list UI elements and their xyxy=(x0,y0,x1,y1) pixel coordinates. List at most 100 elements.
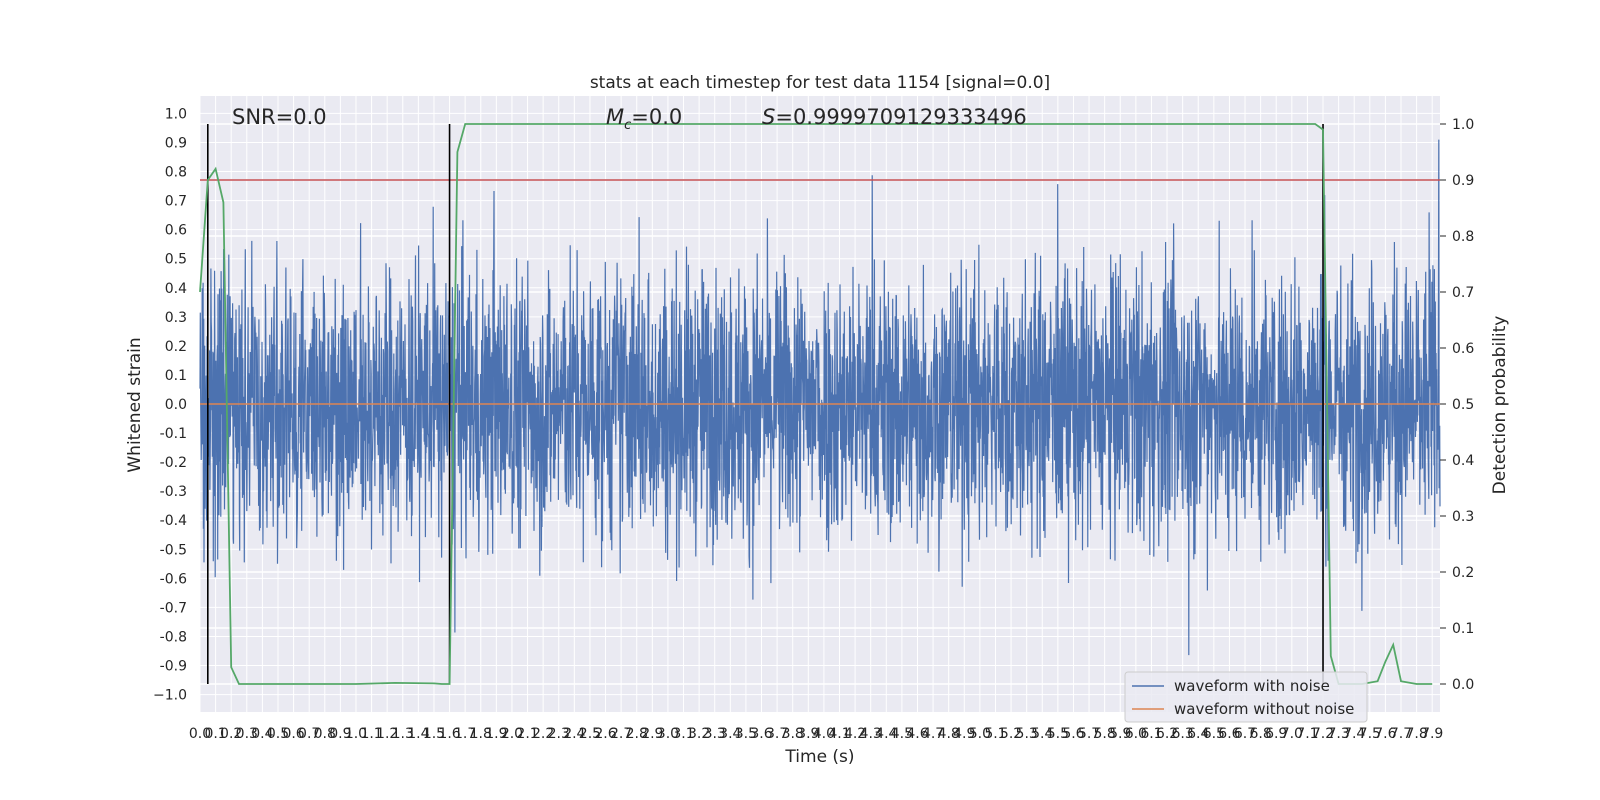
left-y-tick-label: 0.3 xyxy=(165,310,187,326)
x-tick-label: 1.8 xyxy=(470,726,492,742)
left-y-tick-label: -0.9 xyxy=(160,659,187,675)
x-tick-label: 6.5 xyxy=(1203,726,1225,742)
x-tick-label: 4.8 xyxy=(938,726,960,742)
x-tick-label: 3.2 xyxy=(688,726,710,742)
right-y-tick-label: 0.1 xyxy=(1452,621,1474,637)
score-symbol: S xyxy=(762,105,775,129)
right-y-tick-label: 0.2 xyxy=(1452,565,1474,581)
x-tick-label: 5.4 xyxy=(1031,726,1053,742)
x-tick-label: 4.1 xyxy=(828,726,850,742)
left-y-tick-label: −1.0 xyxy=(153,688,187,704)
left-y-tick-label: 0.2 xyxy=(165,339,187,355)
left-y-tick-label: 0.6 xyxy=(165,223,187,239)
x-tick-label: 5.5 xyxy=(1047,726,1069,742)
x-tick-label: 6.7 xyxy=(1234,726,1256,742)
x-tick-label: 0.7 xyxy=(298,726,320,742)
x-tick-label: 4.5 xyxy=(891,726,913,742)
x-tick-label: 6.6 xyxy=(1218,726,1240,742)
x-tick-label: 1.9 xyxy=(485,726,507,742)
x-axis-label: Time (s) xyxy=(784,747,854,767)
right-y-tick-label: 0.8 xyxy=(1452,229,1474,245)
x-tick-label: 0.2 xyxy=(220,726,242,742)
right-y-tick-label: 0.3 xyxy=(1452,509,1474,525)
x-tick-label: 2.4 xyxy=(563,726,585,742)
x-tick-label: 4.2 xyxy=(844,726,866,742)
x-axis-ticks: 0.00.10.20.30.40.50.60.70.80.91.01.11.21… xyxy=(189,726,1443,742)
x-tick-label: 5.2 xyxy=(1000,726,1022,742)
left-y-tick-label: 0.7 xyxy=(165,194,187,210)
score-annotation: S=0.9999709129333496 xyxy=(762,105,1027,129)
x-tick-label: 2.5 xyxy=(579,726,601,742)
x-tick-label: 7.6 xyxy=(1374,726,1396,742)
detection-probability-line xyxy=(199,123,1433,685)
chart-title: stats at each timestep for test data 115… xyxy=(590,73,1050,93)
x-tick-label: 7.9 xyxy=(1421,726,1443,742)
x-tick-label: 1.2 xyxy=(376,726,398,742)
left-y-axis-label: Whitened strain xyxy=(125,337,145,472)
x-tick-label: 5.9 xyxy=(1109,726,1131,742)
chirp-mass-annotation: Mc=0.0 xyxy=(606,105,682,133)
x-tick-label: 1.1 xyxy=(360,726,382,742)
x-tick-label: 1.5 xyxy=(423,726,445,742)
x-tick-label: 6.1 xyxy=(1140,726,1162,742)
x-tick-label: 7.8 xyxy=(1405,726,1427,742)
x-tick-label: 0.5 xyxy=(267,726,289,742)
left-y-tick-label: 0.4 xyxy=(165,281,187,297)
x-tick-label: 2.0 xyxy=(501,726,523,742)
x-tick-label: 2.6 xyxy=(594,726,616,742)
x-tick-label: 1.3 xyxy=(392,726,414,742)
x-tick-label: 2.2 xyxy=(532,726,554,742)
x-tick-label: 3.0 xyxy=(657,726,679,742)
x-tick-label: 2.9 xyxy=(641,726,663,742)
right-y-axis-label: Detection probability xyxy=(1490,316,1510,495)
left-y-tick-label: -0.6 xyxy=(160,571,187,587)
x-tick-label: 0.4 xyxy=(251,726,273,742)
x-tick-label: 2.3 xyxy=(548,726,570,742)
x-tick-label: 0.3 xyxy=(236,726,258,742)
x-tick-label: 3.3 xyxy=(704,726,726,742)
right-y-axis-ticks: 1.0 0.9 0.8 0.7 0.6 0.5 0.4 0.3 0.2 0.1 0.0 xyxy=(1440,117,1474,693)
x-tick-label: 4.6 xyxy=(906,726,928,742)
right-y-tick-label: 0.6 xyxy=(1452,341,1474,357)
x-tick-label: 1.6 xyxy=(438,726,460,742)
legend-box xyxy=(1124,671,1368,723)
noisy-waveform-series xyxy=(199,139,1441,656)
x-tick-label: 7.4 xyxy=(1343,726,1365,742)
right-y-tick-label: 0.5 xyxy=(1452,397,1474,413)
right-y-tick-label: 0.0 xyxy=(1452,677,1474,693)
x-tick-label: 2.8 xyxy=(626,726,648,742)
chirp-mass-value: =0.0 xyxy=(631,105,682,129)
legend-label-clean: waveform without noise xyxy=(1174,700,1354,718)
x-tick-label: 6.3 xyxy=(1172,726,1194,742)
x-tick-label: 7.7 xyxy=(1390,726,1412,742)
x-tick-label: 4.9 xyxy=(953,726,975,742)
left-y-tick-label: -0.3 xyxy=(160,484,187,500)
x-tick-label: 0.1 xyxy=(204,726,226,742)
x-tick-label: 0.0 xyxy=(189,726,211,742)
score-value: =0.9999709129333496 xyxy=(775,105,1026,129)
left-y-tick-label: 0.5 xyxy=(165,252,187,268)
x-tick-label: 3.9 xyxy=(797,726,819,742)
x-tick-label: 4.3 xyxy=(860,726,882,742)
x-tick-label: 2.1 xyxy=(516,726,538,742)
x-tick-label: 5.1 xyxy=(984,726,1006,742)
x-tick-label: 4.0 xyxy=(813,726,835,742)
left-y-tick-label: 0.0 xyxy=(165,397,187,413)
left-y-tick-label: 0.1 xyxy=(165,368,187,384)
x-tick-label: 0.6 xyxy=(282,726,304,742)
detection-probability-series xyxy=(199,123,1433,685)
right-y-tick-label: 1.0 xyxy=(1452,117,1474,133)
x-tick-label: 1.0 xyxy=(345,726,367,742)
x-tick-label: 6.2 xyxy=(1156,726,1178,742)
chirp-mass-symbol: M xyxy=(606,105,624,129)
x-tick-label: 5.6 xyxy=(1062,726,1084,742)
left-y-tick-label: -0.7 xyxy=(160,600,187,616)
x-tick-label: 3.4 xyxy=(719,726,741,742)
legend: waveform with noise waveform without noi… xyxy=(1124,671,1368,723)
left-y-tick-label: -0.5 xyxy=(160,542,187,558)
x-tick-label: 3.1 xyxy=(672,726,694,742)
x-tick-label: 1.7 xyxy=(454,726,476,742)
x-tick-label: 5.8 xyxy=(1094,726,1116,742)
x-tick-label: 6.0 xyxy=(1125,726,1147,742)
x-tick-label: 7.0 xyxy=(1281,726,1303,742)
